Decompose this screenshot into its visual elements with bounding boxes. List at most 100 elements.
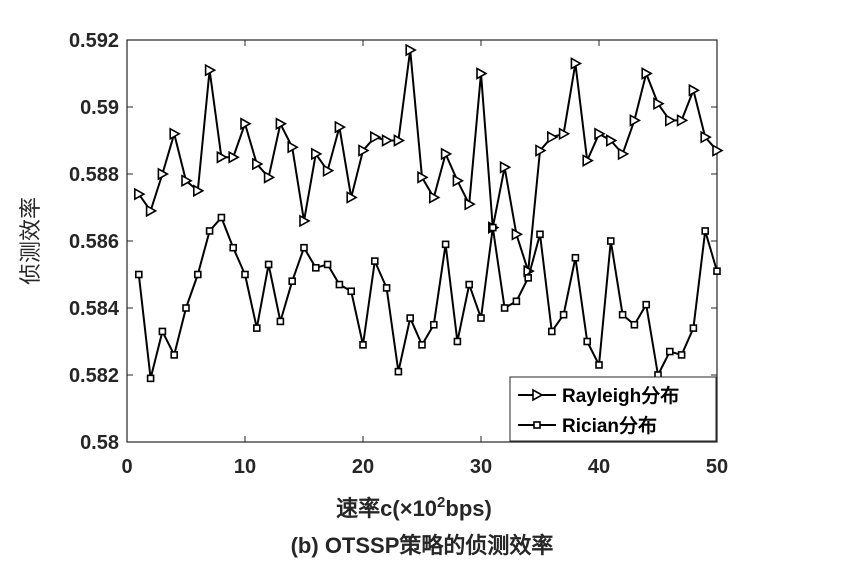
y-tick-label: 0.58 bbox=[80, 432, 119, 454]
data-point bbox=[181, 174, 193, 188]
data-point bbox=[524, 274, 533, 282]
y-tick-label: 0.584 bbox=[69, 298, 120, 320]
data-point bbox=[558, 127, 571, 141]
data-point bbox=[417, 170, 429, 184]
data-point bbox=[642, 300, 651, 309]
data-point bbox=[241, 270, 249, 279]
data-point bbox=[382, 284, 391, 292]
data-point bbox=[429, 320, 438, 329]
data-point bbox=[511, 227, 524, 241]
data-point bbox=[253, 324, 261, 332]
data-point bbox=[547, 327, 556, 336]
data-point bbox=[688, 83, 701, 97]
y-tick-label: 0.59 bbox=[80, 97, 119, 119]
y-axis: 0.58 0.582 0.584 0.586 0.588 0.59 0.592 bbox=[69, 30, 717, 454]
data-point bbox=[713, 267, 721, 275]
data-point bbox=[700, 130, 712, 144]
data-point bbox=[169, 127, 181, 141]
data-point bbox=[310, 147, 323, 161]
data-point bbox=[170, 351, 178, 359]
x-axis-label: 速率c(×102bps) bbox=[336, 494, 492, 521]
y-tick-label: 0.592 bbox=[69, 30, 119, 52]
data-point bbox=[335, 280, 344, 289]
data-point bbox=[264, 260, 273, 269]
legend: Rayleigh分布 Rician分布 bbox=[509, 376, 717, 442]
data-point bbox=[488, 223, 497, 232]
x-tick-label: 10 bbox=[234, 456, 256, 478]
data-point bbox=[146, 374, 155, 383]
plot-area bbox=[126, 39, 718, 443]
data-point bbox=[182, 304, 190, 312]
data-point bbox=[535, 144, 547, 157]
data-point bbox=[606, 237, 615, 245]
data-point bbox=[393, 134, 406, 147]
data-point bbox=[346, 191, 358, 204]
x-axis: 0 10 20 30 40 50 bbox=[121, 40, 728, 478]
data-point bbox=[157, 167, 170, 181]
data-point bbox=[276, 317, 285, 326]
y-tick-label: 0.588 bbox=[69, 164, 119, 186]
y-tick-label: 0.586 bbox=[69, 231, 119, 253]
data-point bbox=[677, 351, 686, 359]
data-point bbox=[499, 160, 512, 174]
legend-item: Rician分布 bbox=[518, 414, 657, 437]
data-point bbox=[194, 270, 202, 279]
x-axis-label-prefix: 速率c(×10 bbox=[336, 496, 437, 521]
data-point bbox=[676, 114, 689, 127]
data-point bbox=[629, 114, 642, 127]
data-point bbox=[618, 310, 627, 319]
data-point bbox=[228, 150, 240, 164]
data-point bbox=[546, 130, 559, 144]
data-point bbox=[347, 287, 356, 296]
data-point bbox=[664, 114, 677, 127]
legend-marker bbox=[532, 388, 544, 402]
x-tick-label: 0 bbox=[121, 456, 132, 478]
data-point bbox=[453, 337, 462, 346]
data-point bbox=[275, 117, 288, 131]
data-point bbox=[134, 187, 146, 201]
data-point bbox=[500, 304, 509, 312]
data-point bbox=[369, 130, 382, 144]
data-point bbox=[216, 150, 229, 164]
x-tick-label: 20 bbox=[352, 456, 374, 478]
data-point bbox=[536, 230, 544, 239]
legend-box bbox=[509, 376, 717, 442]
data-point bbox=[370, 257, 379, 265]
data-point bbox=[263, 170, 276, 184]
data-point bbox=[428, 191, 441, 204]
data-point bbox=[381, 134, 394, 147]
data-point bbox=[653, 97, 665, 111]
y-tick-label: 0.582 bbox=[69, 365, 119, 387]
data-point bbox=[712, 144, 724, 157]
data-point bbox=[477, 314, 485, 322]
x-axis-label-suffix: bps) bbox=[445, 496, 491, 521]
data-point bbox=[229, 243, 237, 252]
data-point bbox=[359, 341, 367, 349]
data-point bbox=[583, 337, 592, 346]
data-point bbox=[311, 263, 320, 272]
data-point bbox=[252, 157, 264, 171]
data-point bbox=[158, 327, 167, 336]
data-point bbox=[334, 120, 347, 134]
data-point bbox=[204, 63, 217, 77]
data-point bbox=[464, 197, 476, 211]
data-point bbox=[594, 127, 606, 141]
data-point bbox=[145, 204, 158, 218]
data-point bbox=[465, 280, 474, 289]
data-point bbox=[512, 297, 521, 306]
data-point bbox=[452, 174, 465, 188]
legend-item: Rayleigh分布 bbox=[518, 384, 679, 407]
y-axis-label: 侦测效率 bbox=[19, 197, 44, 285]
data-point bbox=[135, 270, 143, 279]
x-tick-label: 40 bbox=[588, 456, 610, 478]
data-point bbox=[358, 144, 370, 157]
data-point bbox=[595, 361, 603, 369]
data-point bbox=[205, 227, 214, 235]
data-point bbox=[617, 147, 630, 161]
x-axis-label-sup: 2 bbox=[437, 494, 445, 511]
series-layer bbox=[134, 43, 724, 383]
data-point bbox=[441, 240, 450, 249]
legend-label: Rician分布 bbox=[562, 414, 657, 437]
data-point bbox=[300, 243, 308, 252]
data-point bbox=[405, 43, 417, 57]
